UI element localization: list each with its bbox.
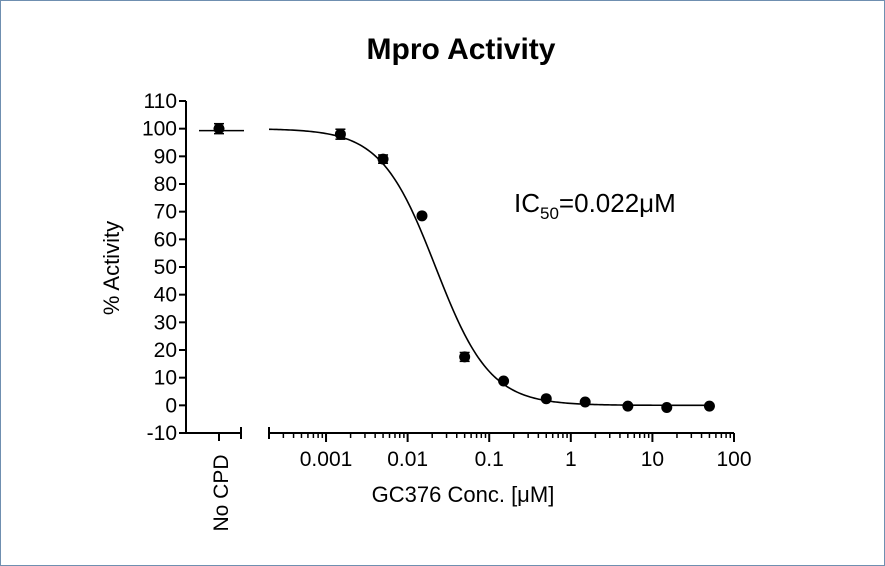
data-point: [622, 400, 634, 412]
ic50-annotation: IC50=0.022μM: [514, 188, 676, 223]
axes: [185, 101, 734, 439]
y-tick-label: 30: [154, 311, 177, 334]
data-point: [459, 351, 471, 363]
control-label: No CPD: [210, 454, 233, 531]
y-tick-label: 90: [154, 145, 177, 168]
y-tick-label: 110: [144, 90, 177, 113]
y-tick-label: 20: [154, 339, 177, 362]
chart-title: Mpro Activity: [367, 33, 556, 66]
y-tick-label: 100: [142, 118, 177, 141]
y-tick-label: 70: [154, 201, 177, 224]
fit-curve-group: [199, 128, 709, 407]
data-point: [540, 393, 552, 405]
ic50-subscript: 50: [540, 204, 559, 223]
control-point: [213, 123, 225, 135]
y-axis-title: % Activity: [99, 221, 124, 315]
y-tick-label: 50: [154, 256, 177, 279]
x-axis-title: GC376 Conc. [μM]: [372, 482, 555, 507]
data-point: [498, 375, 510, 387]
x-tick-label: 0.01: [387, 448, 428, 471]
y-tick-label: 10: [154, 367, 177, 390]
x-tick-label: 1: [565, 448, 577, 471]
y-tick-label: 40: [154, 284, 177, 307]
x-tick-label: 10: [641, 448, 664, 471]
data-point: [416, 210, 428, 222]
x-tick-label: 0.001: [300, 448, 353, 471]
fit-curve-line: [268, 128, 709, 407]
ic50-prefix: IC: [514, 188, 540, 218]
y-tick-label: 60: [154, 228, 177, 251]
x-tick-label: 0.1: [475, 448, 504, 471]
y-tick-label: 0: [165, 394, 177, 417]
y-tick-label: 80: [154, 173, 177, 196]
data-point: [661, 402, 673, 414]
data-point: [377, 153, 389, 165]
y-tick-label: -10: [147, 422, 177, 445]
tick-marks: [179, 100, 735, 442]
data-point: [334, 128, 346, 140]
x-tick-label: 100: [716, 448, 751, 471]
data-point: [579, 396, 591, 408]
data-point: [703, 400, 715, 412]
data-points: [213, 122, 715, 414]
ic50-value: =0.022μM: [559, 188, 676, 218]
